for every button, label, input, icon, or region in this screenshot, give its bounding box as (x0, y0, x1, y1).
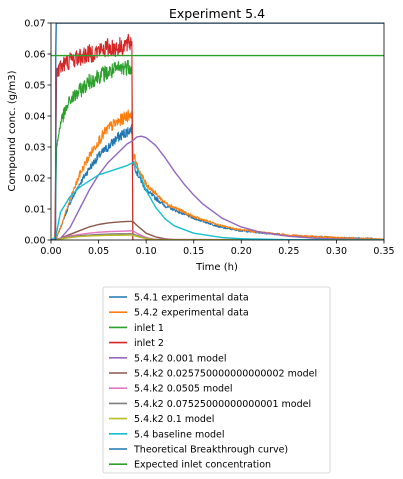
legend-entry: 5.4.k2 0.0505 model (134, 384, 233, 395)
y-tick-label: 0.05 (24, 81, 45, 92)
x-tick-label: 0.25 (278, 246, 299, 257)
x-tick-label: 0.00 (40, 246, 61, 257)
series-line-8 (51, 234, 384, 240)
y-tick-label: 0.04 (24, 112, 45, 123)
legend-entry: 5.4.k2 0.1 model (134, 414, 214, 425)
x-tick-label: 0.10 (136, 246, 157, 257)
legend-entry: 5.4 baseline model (134, 429, 225, 440)
x-tick-label: 0.05 (88, 246, 109, 257)
series-layer (51, 23, 384, 240)
legend: 5.4.1 experimental data 5.4.2 experimenta… (109, 293, 317, 471)
chart-title: Experiment 5.4 (169, 6, 265, 21)
series-line-4 (51, 135, 384, 240)
legend-entry: inlet 1 (134, 323, 164, 334)
legend-entry: Expected inlet concentration (134, 460, 271, 471)
y-tick-label: 0.03 (24, 143, 45, 154)
plot-frame (50, 22, 385, 241)
y-tick-label: 0.00 (24, 236, 45, 247)
y-axis-label: Compound conc. (g/m3) (7, 70, 18, 191)
x-axis-label: Time (h) (195, 262, 238, 273)
legend-entry: 5.4.k2 0.025750000000000002 model (134, 369, 317, 380)
legend-entry: 5.4.2 experimental data (134, 308, 249, 319)
y-tick-label: 0.06 (24, 50, 45, 61)
series-line-2 (51, 59, 384, 240)
x-tick-label: 0.15 (183, 246, 204, 257)
series-line-9 (51, 161, 384, 240)
legend-entry: Theoretical Breakthrough curve) (133, 445, 288, 456)
y-tick-label: 0.02 (24, 174, 45, 185)
legend-entry: 5.4.1 experimental data (134, 293, 249, 304)
y-tick-label: 0.07 (24, 19, 45, 30)
legend-entry: 5.4.k2 0.001 model (134, 353, 227, 364)
x-axis: 0.00 0.05 0.10 0.15 0.20 0.25 0.30 0.35 (40, 240, 395, 257)
x-tick-label: 0.35 (373, 246, 394, 257)
series-line-5 (51, 220, 384, 240)
series-line-3 (51, 33, 384, 240)
legend-entry: 5.4.k2 0.07525000000000001 model (134, 399, 311, 410)
x-tick-label: 0.30 (326, 246, 347, 257)
x-tick-label: 0.20 (231, 246, 252, 257)
y-tick-label: 0.01 (24, 205, 45, 216)
series-line-1 (51, 109, 384, 240)
legend-box (102, 286, 331, 474)
y-axis: 0.00 0.01 0.02 0.03 0.04 0.05 0.06 0.07 (24, 19, 51, 247)
series-line-10 (51, 23, 384, 240)
legend-entry: inlet 2 (134, 338, 164, 349)
